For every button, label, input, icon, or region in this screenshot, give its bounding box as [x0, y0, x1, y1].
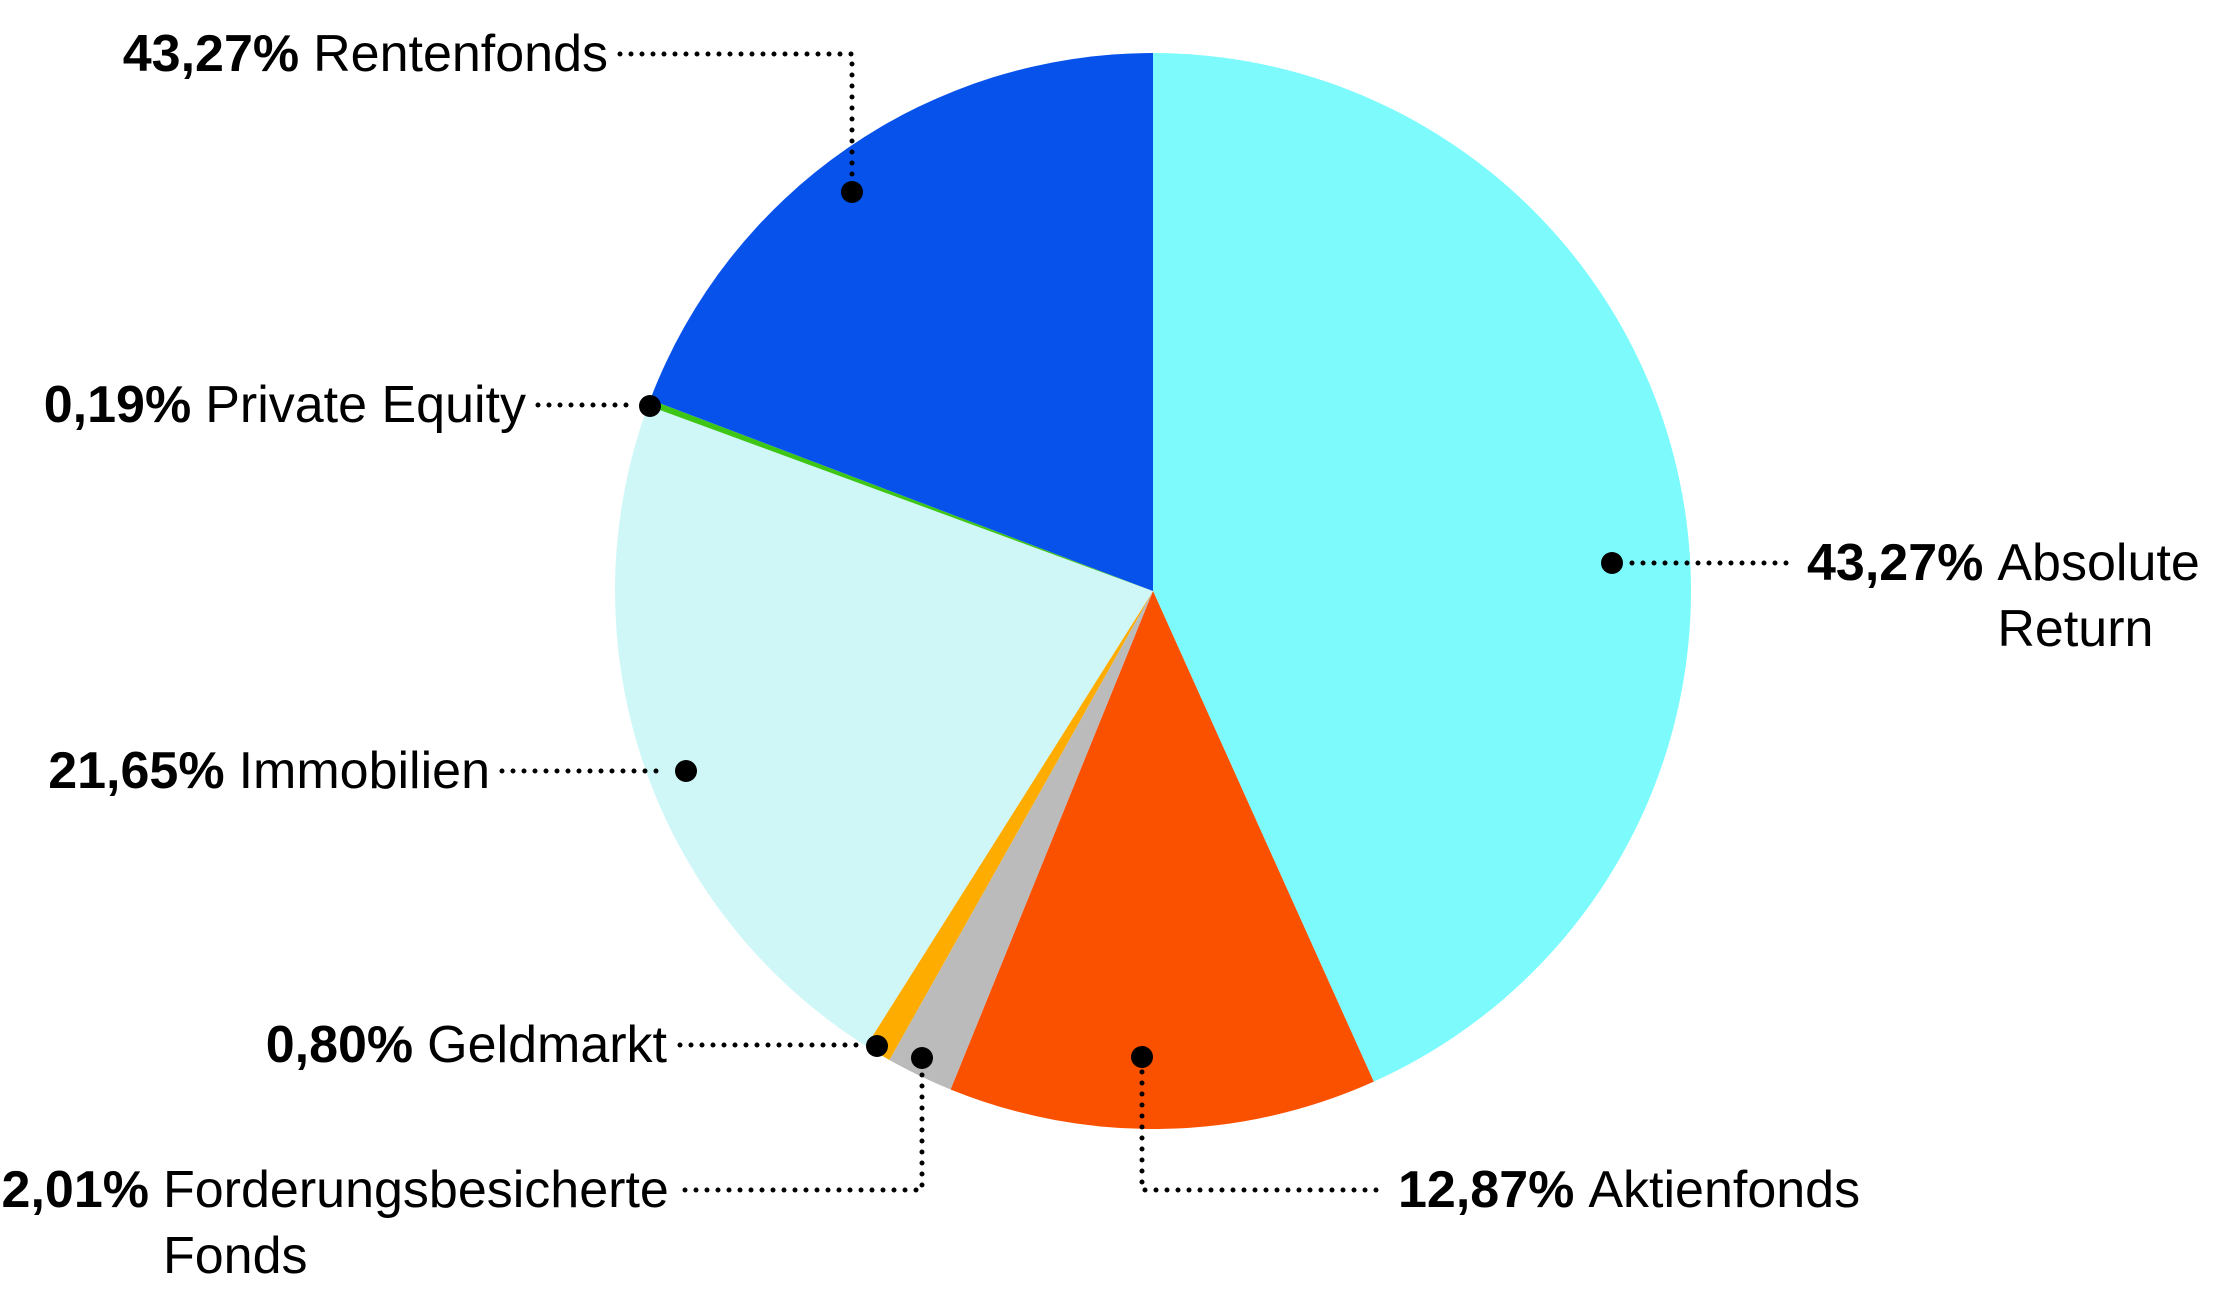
- pie-slice-aktienfonds: [950, 591, 1374, 1129]
- leader-dot-forderungsbesicherte-fonds: [911, 1047, 933, 1069]
- pie-slice-geldmarkt: [866, 591, 1153, 1060]
- leader-dot-rentenfonds: [841, 181, 863, 203]
- slice-name-absolute-return: Absolute Return: [1997, 534, 2200, 658]
- slice-percent-absolute-return: 43,27%: [1807, 534, 1984, 592]
- pie-slice-absolute-return: [1153, 53, 1691, 1082]
- leader-dot-absolute-return: [1601, 552, 1623, 574]
- leader-dot-immobilien: [675, 760, 697, 782]
- slice-percent-aktienfonds: 12,87%: [1398, 1161, 1575, 1219]
- callout-rentenfonds: 43,27% Rentenfonds: [123, 21, 608, 87]
- leader-dot-aktienfonds: [1131, 1046, 1153, 1068]
- callout-absolute-return: 43,27% Absolute Return: [1807, 530, 2213, 662]
- callout-aktienfonds: 12,87% Aktienfonds: [1398, 1157, 1860, 1223]
- leader-line-forderungsbesicherte-fonds: [682, 1071, 925, 1193]
- leader-line-rentenfonds: [617, 51, 855, 179]
- leader-dot-geldmarkt: [866, 1035, 888, 1057]
- slice-name-immobilien: Immobilien: [238, 742, 490, 800]
- pie-slice-immobilien: [614, 405, 1153, 1047]
- pie-slice-rentenfonds: [650, 53, 1153, 591]
- callout-private-equity: 0,19% Private Equity: [44, 372, 526, 438]
- slice-percent-forderungsbesicherte-fonds: 2,01%: [1, 1161, 149, 1219]
- callout-immobilien: 21,65% Immobilien: [48, 738, 490, 804]
- slice-name-aktienfonds: Aktienfonds: [1588, 1161, 1861, 1219]
- slice-percent-geldmarkt: 0,80%: [265, 1016, 414, 1074]
- callout-geldmarkt: 0,80% Geldmarkt: [266, 1012, 667, 1078]
- slice-percent-rentenfonds: 43,27%: [122, 25, 300, 83]
- slice-name-rentenfonds: Rentenfonds: [313, 25, 608, 83]
- slice-percent-private-equity: 0,19%: [43, 376, 192, 434]
- pie-slice-private-equity: [647, 399, 1153, 591]
- slice-percent-immobilien: 21,65%: [48, 742, 225, 800]
- pie-slice-forderungsbesicherte-fonds: [889, 591, 1153, 1090]
- slice-name-forderungsbesicherte-fonds: Forderungsbesicherte Fonds: [163, 1161, 669, 1285]
- slice-name-private-equity: Private Equity: [205, 376, 526, 434]
- leader-dot-private-equity: [639, 395, 661, 417]
- callout-forderungsbesicherte-fonds: 2,01% Forderungsbesicherte Fonds: [2, 1157, 673, 1289]
- slice-name-geldmarkt: Geldmarkt: [427, 1016, 667, 1074]
